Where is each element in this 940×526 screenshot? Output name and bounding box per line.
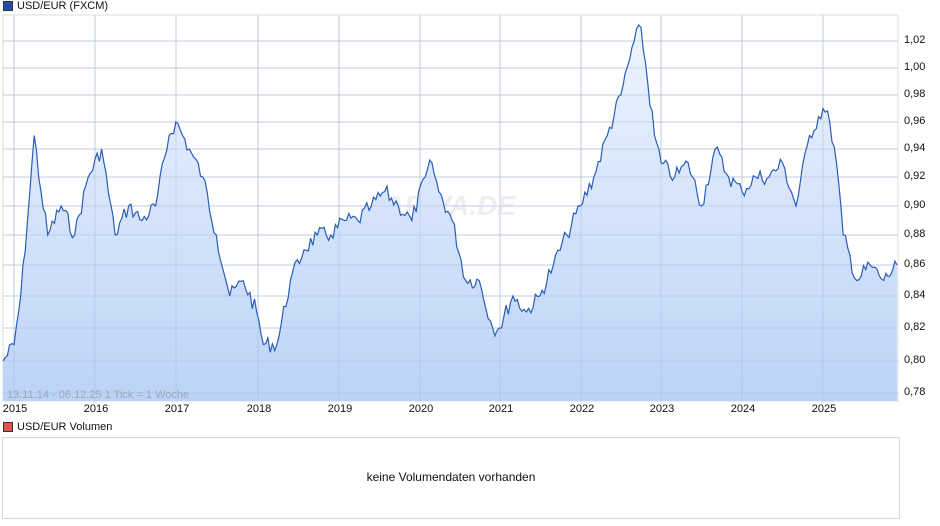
- x-tick-label: 2015: [2, 403, 28, 415]
- x-tick-label: 2017: [164, 403, 190, 415]
- no-volume-message: keine Volumendaten vorhanden: [366, 470, 536, 484]
- y-tick-label: 0,92: [904, 170, 926, 182]
- x-tick-label: 2025: [811, 403, 837, 415]
- y-tick-label: 0,96: [904, 115, 926, 127]
- x-tick-label: 2022: [569, 403, 595, 415]
- x-tick-label: 2018: [246, 403, 272, 415]
- price-legend-swatch: [3, 1, 13, 11]
- price-area: [3, 25, 897, 401]
- volume-panel: keine Volumendaten vorhanden: [2, 437, 900, 519]
- y-tick-label: 1,00: [904, 61, 926, 73]
- price-legend-label: USD/EUR (FXCM): [17, 0, 109, 12]
- y-tick-label: 0,82: [904, 321, 926, 333]
- y-tick-label: 0,94: [904, 142, 926, 154]
- y-tick-label: 0,84: [904, 289, 926, 301]
- x-tick-label: 2021: [488, 403, 514, 415]
- range-note: 13.11.14 - 06.12.25 1 Tick = 1 Woche: [7, 389, 190, 401]
- y-tick-label: 0,88: [904, 228, 926, 240]
- x-tick-label: 2019: [327, 403, 353, 415]
- y-tick-label: 0,86: [904, 258, 926, 270]
- x-tick-label: 2024: [730, 403, 756, 415]
- x-tick-label: 2023: [649, 403, 675, 415]
- price-chart: ARIVA.DE: [2, 14, 899, 402]
- x-tick-label: 2020: [408, 403, 434, 415]
- price-legend: USD/EUR (FXCM): [3, 0, 108, 12]
- price-line: [2, 23, 898, 362]
- volume-legend-swatch: [3, 422, 13, 432]
- y-tick-label: 1,02: [904, 34, 926, 46]
- gridlines-overlay: [3, 15, 898, 401]
- y-tick-label: 0,90: [904, 199, 926, 211]
- y-tick-label: 0,78: [904, 386, 926, 398]
- x-tick-label: 2016: [83, 403, 109, 415]
- volume-legend-label: USD/EUR Volumen: [17, 421, 113, 433]
- volume-legend: USD/EUR Volumen: [3, 421, 112, 433]
- y-tick-label: 0,80: [904, 354, 926, 366]
- y-tick-label: 0,98: [904, 88, 926, 100]
